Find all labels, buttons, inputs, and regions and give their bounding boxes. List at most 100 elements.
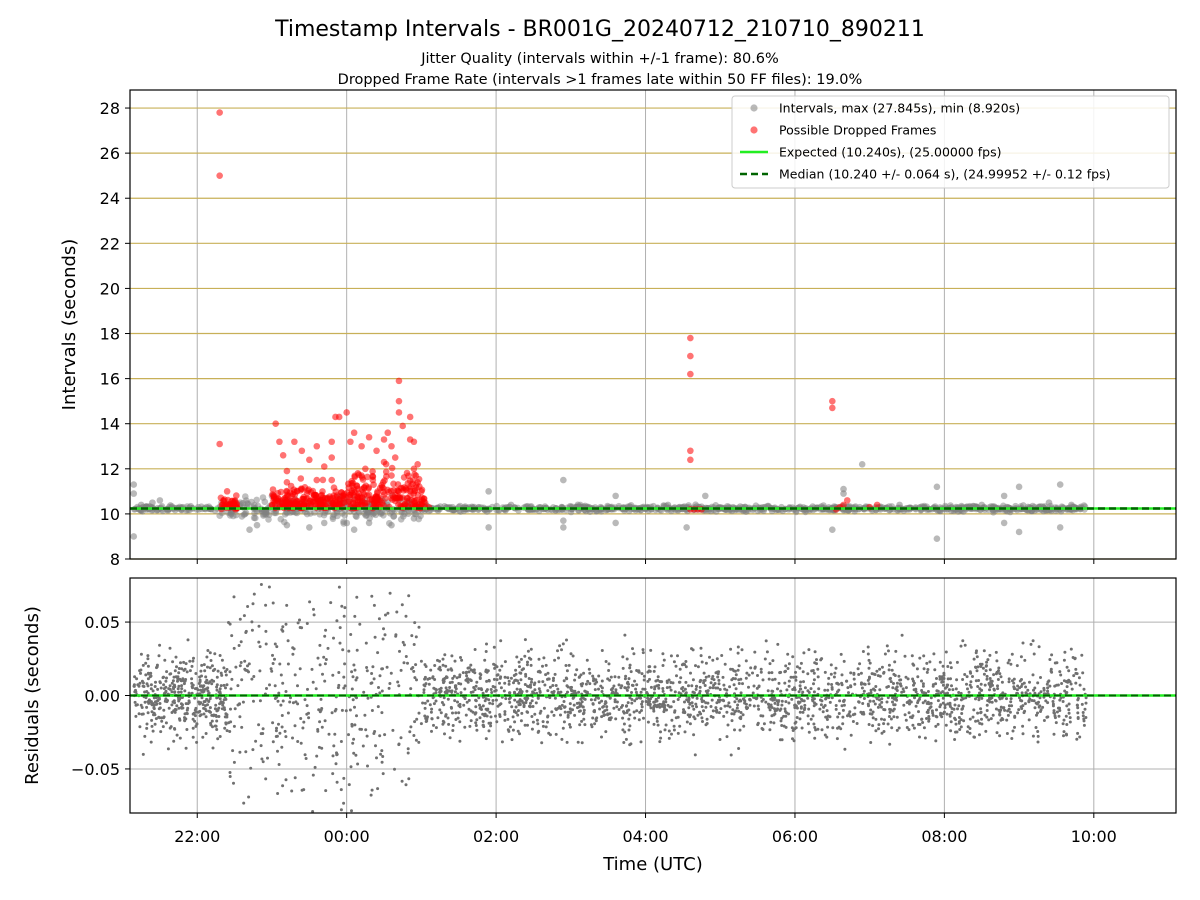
residual-point-1955 [798,710,802,714]
residual-point-2039 [657,686,661,690]
residual-point-1957 [878,674,882,678]
residual-point-1291 [734,687,738,691]
dropped-point-284 [274,489,282,497]
residual-point-2680 [1077,676,1081,680]
legend-label-expected: Expected (10.240s), (25.00000 fps) [779,145,1001,160]
residual-point-2074 [543,683,547,687]
residual-point-2273 [892,703,896,707]
dropped-point-441 [347,438,354,446]
residual-point-1062 [736,668,740,672]
residual-point-1190 [633,716,637,720]
residual-point-2219 [1078,683,1082,687]
residual-point-1965 [487,729,491,733]
residual-point-535 [404,614,408,618]
residual-point-231 [201,735,205,739]
residual-point-2816 [463,696,467,700]
residual-point-504 [273,657,276,661]
residual-point-1585 [614,717,618,721]
residual-point-2322 [841,722,845,726]
residual-point-2349 [848,714,852,718]
residual-point-742 [250,677,254,681]
residual-point-185 [148,675,152,679]
residual-point-323 [217,715,221,718]
residual-point-425 [337,585,341,589]
residual-point-464 [261,727,265,731]
residual-point-2088 [943,686,947,690]
residual-point-343 [206,689,210,693]
residual-point-1056 [780,699,784,703]
residual-point-2502 [458,705,462,709]
residual-point-2382 [444,686,448,690]
residual-point-2824 [541,664,544,668]
residual-point-2598 [802,651,806,655]
residual-point-1561 [730,678,734,682]
residual-point-1976 [1059,673,1063,677]
residual-point-918 [1018,696,1021,700]
residual-point-671 [404,783,408,787]
residual-point-1970 [1074,667,1078,671]
residual-point-1652 [797,690,801,694]
residual-point-2687 [669,705,673,709]
interval-point-1173 [990,509,997,516]
residual-point-925 [664,697,668,701]
residual-point-400 [212,679,216,683]
residual-point-2157 [885,700,889,704]
residual-point-2748 [998,672,1002,676]
residual-point-2118 [853,682,857,686]
residual-point-1779 [593,722,597,726]
residual-point-2410 [423,677,427,681]
residual-point-598 [298,667,302,671]
residual-point-369 [145,682,149,686]
residual-point-446 [320,725,324,729]
residual-point-202 [211,669,215,673]
residual-point-1773 [733,700,737,704]
residual-point-2341 [980,722,984,726]
residual-point-1349 [463,687,467,691]
residual-point-2063 [974,679,978,683]
interval-point-936 [417,512,424,520]
residual-point-2560 [426,699,430,703]
residual-point-1447 [916,699,920,703]
residual-point-2099 [1069,647,1073,651]
residual-point-1073 [861,702,865,705]
residual-point-415 [220,673,224,677]
residual-point-1552 [1020,707,1024,710]
residual-point-817 [652,722,656,726]
dropped-point-452 [395,377,403,385]
residual-point-2133 [498,713,502,717]
residual-point-1847 [584,682,588,686]
residual-point-722 [397,743,401,747]
residual-point-1134 [537,680,541,684]
residual-point-1438 [451,724,455,727]
residual-point-618 [258,669,262,673]
residual-point-1624 [985,664,988,668]
residual-point-1985 [882,708,886,711]
residual-point-2725 [1039,710,1042,713]
interval-point-1231 [840,490,847,497]
residual-point-436 [266,756,269,760]
residual-point-2702 [533,688,537,692]
residual-point-1941 [561,642,565,646]
dropped-point-451 [391,454,399,461]
residual-point-2212 [665,686,669,690]
residual-point-2508 [882,671,886,675]
residual-point-2356 [586,679,590,683]
residual-point-496 [260,757,264,761]
residual-point-844 [780,724,784,727]
residual-point-1670 [994,650,998,654]
residual-point-538 [277,722,280,726]
residual-point-109 [161,725,165,729]
residual-point-977 [624,674,628,678]
residual-point-2070 [464,713,468,717]
interval-point-1213 [365,519,373,527]
dropped-point-289 [400,474,408,481]
residual-point-1891 [436,716,440,720]
residual-point-520 [348,708,352,712]
residual-point-2417 [981,666,985,670]
interval-point-1212 [350,526,358,533]
residual-point-689 [264,777,268,781]
residual-point-1191 [832,675,836,679]
residual-point-119 [182,682,186,686]
residual-point-717 [369,681,373,685]
residual-point-2820 [546,689,550,693]
